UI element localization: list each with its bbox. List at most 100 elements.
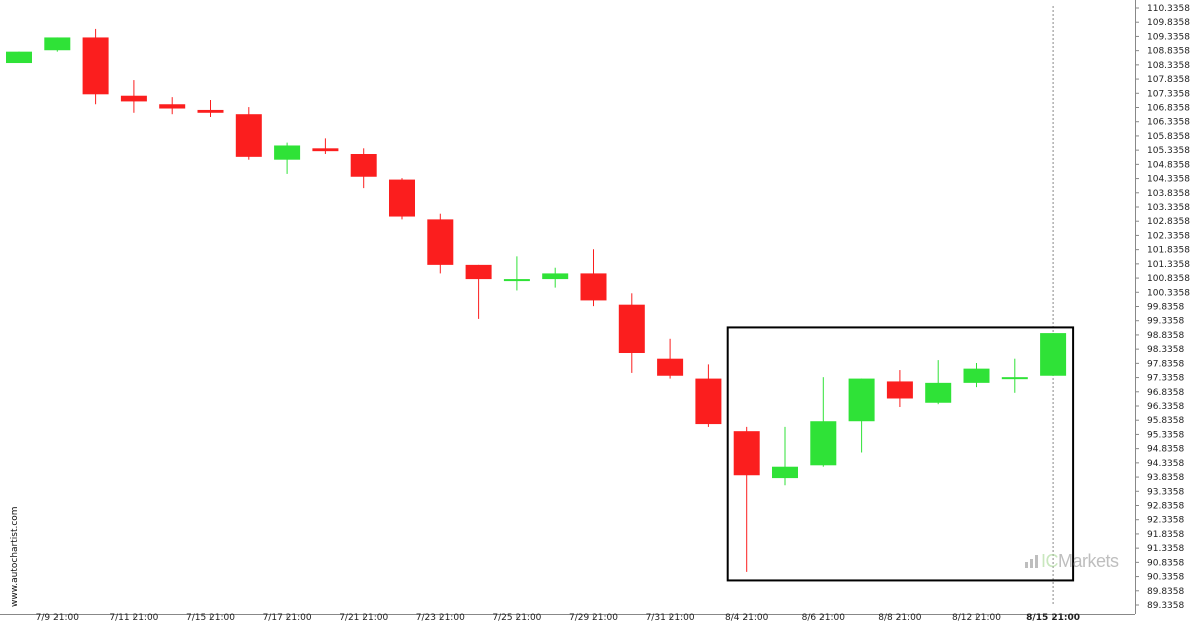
brand-text: ICMarkets: [1041, 551, 1119, 572]
candle-body: [1040, 333, 1067, 376]
y-tick-label: 103.3358: [1147, 203, 1190, 213]
y-tick-label: 106.3358: [1147, 118, 1190, 128]
x-axis: 7/9 21:00 7/11 21:00 7/15 21:00 7/17 21:00 7…: [0, 613, 1135, 623]
candle: [503, 256, 530, 291]
candle-body: [503, 279, 530, 282]
y-tick-label: 93.3358: [1147, 487, 1184, 497]
y-tick-label: 89.8358: [1147, 587, 1184, 597]
y-tick-label: 107.8358: [1147, 75, 1190, 85]
y-tick-label: 104.8358: [1147, 160, 1190, 170]
y-tick-label: 95.8358: [1147, 416, 1184, 426]
y-tick-label: 108.8358: [1147, 47, 1190, 57]
candle: [810, 377, 837, 467]
x-tick-label: 8/15 21:00: [1026, 613, 1080, 623]
y-tick-label: 100.8358: [1147, 274, 1190, 284]
candle: [274, 142, 301, 174]
candle: [1001, 358, 1028, 393]
x-tick-label: 7/31 21:00: [646, 613, 695, 623]
y-tick-label: 102.8358: [1147, 217, 1190, 227]
candle: [235, 107, 262, 160]
candle-body: [1001, 377, 1028, 380]
candle-body: [427, 219, 454, 265]
candle: [963, 362, 990, 388]
candle-body: [274, 145, 301, 160]
y-tick-label: 108.3358: [1147, 61, 1190, 71]
y-tick-label: 92.8358: [1147, 502, 1184, 512]
y-tick-label: 110.3358: [1147, 4, 1190, 14]
x-tick-label: 7/15 21:00: [186, 613, 235, 623]
y-tick-label: 97.3358: [1147, 374, 1184, 384]
candle-body: [82, 37, 109, 95]
bar-chart-icon: [1025, 555, 1038, 568]
candle-body: [159, 104, 186, 109]
candle-body: [120, 95, 147, 102]
candle-body: [350, 154, 377, 177]
candle-body: [312, 148, 339, 152]
candle-body: [389, 179, 415, 217]
candle: [44, 37, 71, 52]
candle-body: [886, 381, 913, 399]
y-tick-label: 97.8358: [1147, 359, 1184, 369]
y-tick-label: 96.3358: [1147, 402, 1184, 412]
pattern-box: [726, 326, 1075, 582]
y-tick-label: 100.3358: [1147, 288, 1190, 298]
y-tick-label: 94.8358: [1147, 445, 1184, 455]
autochartist-watermark: www.autochartist.com: [10, 506, 20, 607]
y-axis: 110.3358 109.8358 109.3358 108.8358 108.3358…: [1135, 0, 1190, 614]
y-tick-label: 109.8358: [1147, 18, 1190, 28]
candle: [82, 28, 109, 105]
y-tick-label: 103.8358: [1147, 189, 1190, 199]
candle-body: [465, 264, 492, 280]
x-tick-label: 8/6 21:00: [802, 613, 846, 623]
y-tick-label: 89.3358: [1147, 601, 1184, 611]
candle: [312, 138, 339, 155]
candle-body: [44, 37, 71, 51]
candle-body: [235, 114, 262, 157]
y-tick-label: 107.3358: [1147, 89, 1190, 99]
candle-body: [848, 378, 875, 422]
x-tick-label: 7/11 21:00: [109, 613, 158, 623]
candle: [120, 80, 147, 113]
y-tick-label: 99.3358: [1147, 317, 1184, 327]
candle-body: [963, 368, 990, 383]
candle: [389, 178, 415, 220]
y-tick-label: 104.3358: [1147, 175, 1190, 185]
x-tick-label: 7/25 21:00: [492, 613, 541, 623]
candle: [159, 97, 186, 115]
candle-body: [580, 273, 607, 301]
y-tick-label: 98.8358: [1147, 331, 1184, 341]
candle: [197, 99, 224, 118]
candle-body: [6, 51, 32, 64]
y-tick-label: 109.3358: [1147, 32, 1190, 42]
y-tick-label: 91.8358: [1147, 530, 1184, 540]
candle: [580, 249, 607, 307]
candle: [886, 370, 913, 408]
candle: [657, 338, 684, 379]
x-tick-label: 7/29 21:00: [569, 613, 618, 623]
y-tick-label: 94.3358: [1147, 459, 1184, 469]
x-tick-label: 7/21 21:00: [339, 613, 388, 623]
candle: [1040, 333, 1067, 376]
candle: [925, 360, 952, 405]
y-tick-label: 90.8358: [1147, 558, 1184, 568]
y-tick-label: 93.8358: [1147, 473, 1184, 483]
candle-body: [810, 421, 837, 466]
y-tick-label: 101.8358: [1147, 246, 1190, 256]
candle: [6, 51, 32, 64]
x-tick-label: 8/4 21:00: [725, 613, 769, 623]
x-tick-label: 7/9 21:00: [36, 613, 80, 623]
candle-body: [542, 273, 569, 280]
candle: [695, 364, 722, 427]
x-tick-label: 7/23 21:00: [416, 613, 465, 623]
y-tick-label: 96.8358: [1147, 388, 1184, 398]
candle: [542, 267, 569, 288]
y-tick-label: 105.3358: [1147, 146, 1190, 156]
candle-body: [772, 466, 798, 479]
candle-body: [733, 431, 760, 476]
y-tick-label: 102.3358: [1147, 231, 1190, 241]
candle-body: [197, 109, 224, 113]
brand-logo: ICMarkets: [1025, 551, 1119, 572]
candle: [350, 148, 377, 189]
y-tick-label: 98.3358: [1147, 345, 1184, 355]
